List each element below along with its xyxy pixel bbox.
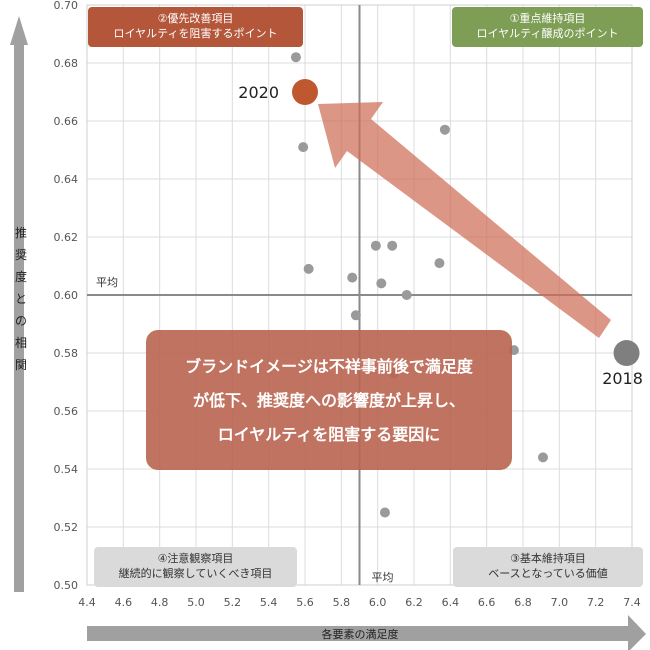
quadrant-label-line1: ④注意観察項目 [157,552,234,565]
quadrant-label-line2: ベースとなっている価値 [488,567,608,580]
axis-arrows: 各要素の満足度 [10,16,646,650]
data-point [537,452,548,463]
quadrant-label-line1: ①重点維持項目 [509,12,586,25]
y-tick-label: 0.68 [54,57,79,70]
quadrant-label-watch: ④注意観察項目 継続的に観察していくべき項目 [94,547,297,587]
y-axis-title-char: 推 [14,226,27,240]
y-tick-label: 0.54 [54,463,79,476]
x-tick-label: 7.2 [587,596,605,609]
y-axis-title-char: 奨 [14,248,27,262]
annotation-callout: ブランドイメージは不祥事前後で満足度 が低下、推奨度への影響度が上昇し、 ロイヤ… [146,330,512,470]
data-point [350,310,361,321]
average-label-x: 平均 [372,571,394,584]
quadrant-label-line1: ③基本維持項目 [510,552,586,565]
x-tick-label: 6.0 [369,596,387,609]
y-axis-title-char: 相 [14,336,27,350]
x-tick-label: 6.6 [478,596,496,609]
annotation-line: ブランドイメージは不祥事前後で満足度 [185,357,473,376]
x-tick-label: 5.0 [187,596,205,609]
data-point [401,290,412,300]
x-tick-label: 6.8 [514,596,532,609]
data-point [303,263,314,274]
point-label-2018: 2018 [602,369,643,388]
x-tick-label: 5.2 [224,596,242,609]
x-tick-label: 4.6 [115,596,133,609]
x-tick-label: 5.4 [260,596,278,609]
highlight-point-2018 [613,340,640,366]
data-point [387,240,398,251]
x-axis-title: 各要素の満足度 [322,627,399,641]
x-tick-label: 5.8 [333,596,351,609]
y-tick-label: 0.62 [54,231,79,244]
y-tick-label: 0.58 [54,347,79,360]
x-tick-label: 4.4 [78,596,96,609]
quadrant-label-priority-improve: ②優先改善項目 ロイヤルティを阻害するポイント [88,7,303,47]
annotation-line: が低下、推奨度への影響度が上昇し、 [192,391,465,410]
x-axis-arrow [87,615,646,650]
data-point [439,124,450,135]
x-tick-label: 6.2 [405,596,423,609]
annotation-line: ロイヤルティを阻害する要因に [217,425,441,444]
tick-labels: 4.4 4.6 4.8 5.0 5.2 5.4 5.6 5.8 6.0 6.2 6.4 6.6 6.8 7… [54,0,641,609]
data-point [290,52,301,63]
x-tick-label: 7.0 [551,596,569,609]
y-axis-title-char: の [14,314,27,328]
y-tick-label: 0.52 [54,521,79,534]
y-axis-arrow [10,16,28,592]
y-tick-label: 0.60 [54,289,79,302]
y-axis-title: 推奨度との相関 [13,222,29,376]
x-tick-label: 4.8 [151,596,169,609]
trend-arrow-shape [318,102,611,338]
trend-arrow [318,102,611,338]
y-tick-label: 0.66 [54,115,79,128]
quadrant-label-line1: ②優先改善項目 [157,12,234,25]
x-tick-label: 5.6 [296,596,314,609]
y-axis-title-char: と [14,292,27,306]
y-axis-title-char: 関 [14,358,27,372]
y-tick-label: 0.70 [54,0,79,12]
quadrant-label-line2: ロイヤルティを阻害するポイント [113,27,278,40]
y-tick-label: 0.56 [54,405,79,418]
y-tick-label: 0.50 [54,579,79,592]
quadrant-label-line2: ロイヤルティ醸成のポイント [476,27,619,40]
data-point [298,142,309,153]
x-tick-label: 6.4 [442,596,460,609]
data-point [434,258,445,269]
data-point [379,507,390,518]
quadrant-label-key-maintain: ①重点維持項目 ロイヤルティ醸成のポイント [452,7,643,47]
x-tick-label: 7.4 [623,596,641,609]
y-axis-title-char: 度 [14,270,27,284]
average-label-y: 平均 [96,276,118,289]
data-point [347,272,358,283]
quadrant-label-line2: 継続的に観察していくべき項目 [118,567,273,580]
point-label-2020: 2020 [238,83,279,102]
quadrant-label-basic-maintain: ③基本維持項目 ベースとなっている価値 [453,547,643,587]
data-point [376,278,387,289]
data-point [370,240,381,251]
y-tick-label: 0.64 [54,173,79,186]
highlight-point-2020 [292,79,318,105]
